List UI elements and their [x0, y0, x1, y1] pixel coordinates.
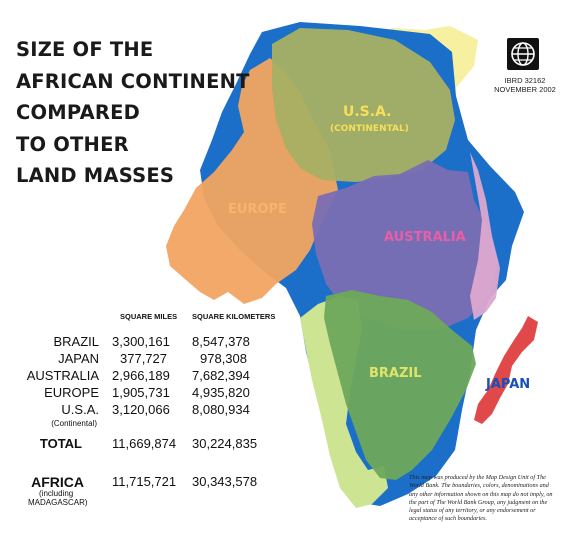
label-europe: EUROPE: [228, 202, 287, 217]
table-row: BRAZIL 3,300,161 8,547,378: [12, 334, 282, 350]
row-miles: 3,120,066: [112, 402, 170, 417]
total-name: TOTAL: [39, 436, 82, 451]
title-line: AFRICAN CONTINENT: [16, 69, 250, 93]
table-row: EUROPE 1,905,731 4,935,820: [12, 385, 282, 401]
table-row: AUSTRALIA 2,966,189 7,682,394: [12, 368, 282, 384]
title-line: TO OTHER: [16, 132, 129, 156]
header-square-miles: SQUARE MILES: [120, 312, 178, 321]
row-km: 8,547,378: [192, 334, 250, 349]
total-miles: 11,669,874: [112, 436, 177, 451]
map-code-line: NOVEMBER 2002: [494, 85, 556, 94]
title-line: COMPARED: [16, 101, 141, 124]
row-miles: 377,727: [120, 351, 167, 366]
map-code-line: IBRD 32162: [504, 76, 546, 85]
land-usa: [272, 28, 455, 182]
row-km: 978,308: [200, 351, 247, 366]
table-row: JAPAN 377,727 978,308: [12, 351, 282, 367]
africa-km: 30,343,578: [192, 474, 258, 489]
header-square-km: SQUARE KILOMETERS: [192, 312, 276, 321]
africa-note-1: (including: [39, 489, 74, 498]
usa-note: (Continental): [51, 419, 97, 428]
map-title: SIZE OF THE AFRICAN CONTINENT COMPARED T…: [16, 34, 250, 192]
land-japan: [474, 316, 538, 424]
disclaimer-text: This map was produced by the Map Design …: [409, 474, 553, 523]
label-usa: U.S.A.: [343, 104, 392, 120]
land-light-green: [300, 296, 388, 508]
africa-name: AFRICA: [31, 474, 84, 490]
africa-miles: 11,715,721: [112, 474, 177, 489]
row-name: AUSTRALIA: [26, 368, 99, 383]
land-pink: [470, 152, 500, 320]
world-bank-logo: [507, 38, 539, 70]
row-km: 8,080,934: [192, 402, 250, 417]
label-brazil: BRAZIL: [369, 366, 422, 381]
land-australia: [312, 160, 498, 330]
label-australia: AUSTRALIA: [384, 230, 466, 245]
row-miles: 3,300,161: [112, 334, 170, 349]
row-name: BRAZIL: [53, 334, 99, 349]
land-brazil: [324, 290, 476, 480]
africa-row: AFRICA 11,715,721 30,343,578: [12, 474, 282, 490]
row-miles: 2,966,189: [112, 368, 170, 383]
total-row: TOTAL 11,669,874 30,224,835: [12, 436, 282, 452]
table-row: U.S.A. 3,120,066 8,080,934: [12, 402, 282, 418]
title-line: LAND MASSES: [16, 164, 175, 187]
label-usa-sub: (CONTINENTAL): [330, 124, 409, 134]
row-name: U.S.A.: [61, 402, 99, 417]
title-line: SIZE OF THE: [16, 38, 154, 61]
label-japan: JAPAN: [486, 377, 531, 392]
map-code: IBRD 32162 NOVEMBER 2002: [490, 76, 560, 94]
row-km: 4,935,820: [192, 385, 250, 400]
row-name: EUROPE: [44, 385, 99, 400]
africa-note-2: MADAGASCAR): [28, 498, 88, 507]
row-miles: 1,905,731: [112, 385, 170, 400]
total-km: 30,224,835: [192, 436, 258, 451]
row-km: 7,682,394: [192, 368, 250, 383]
row-name: JAPAN: [58, 351, 99, 366]
